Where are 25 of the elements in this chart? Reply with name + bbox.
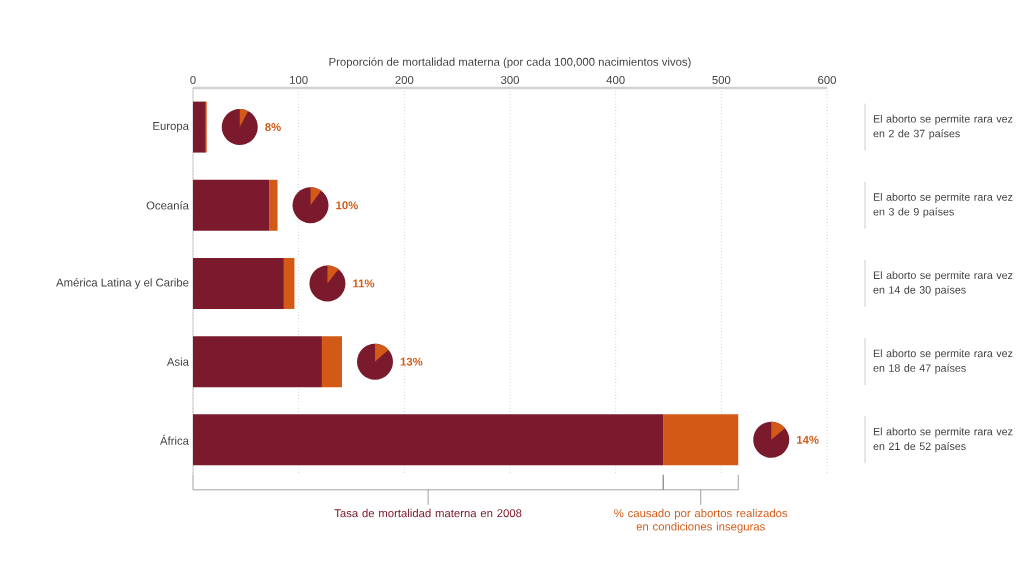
x-tick-label: 300 bbox=[500, 75, 520, 84]
y-tick-label: América Latina y el Caribe bbox=[56, 278, 189, 289]
y-tick-label: Asia bbox=[166, 357, 189, 366]
text: % causado por abortos realizados en condiciones inseguras bbox=[614, 508, 788, 533]
y-tick-label: África bbox=[160, 434, 189, 445]
text: El aborto se permite rara vez en 14 de 30 países bbox=[873, 271, 1013, 296]
text: El aborto se permite rara vez en 21 de 52 países bbox=[873, 427, 1013, 453]
annotation: 13% bbox=[400, 357, 423, 366]
annotation: 8% bbox=[265, 123, 281, 132]
x-tick-label: 400 bbox=[606, 75, 625, 84]
x-tick-label: 600 bbox=[818, 75, 837, 84]
x-tick-label: 100 bbox=[290, 75, 308, 84]
x-tick-label: 200 bbox=[395, 75, 414, 84]
annotation: 11% bbox=[353, 279, 375, 288]
x-tick-label: 0 bbox=[190, 75, 196, 84]
text: El aborto se permite rara vez en 2 de 37 países bbox=[873, 114, 1013, 140]
text: El aborto se permite rara vez en 3 de 9 países bbox=[873, 192, 1013, 218]
y-tick-label: Oceanía bbox=[146, 201, 189, 210]
x-tick-label: 500 bbox=[712, 75, 731, 84]
annotation: 10% bbox=[336, 201, 358, 210]
text: El aborto se permite rara vez en 18 de 47 países bbox=[873, 349, 1013, 374]
annotation: 14% bbox=[797, 435, 819, 444]
text: Tasa de mortalidad materna en 2008 bbox=[334, 508, 522, 518]
y-tick-label: Europa bbox=[153, 122, 189, 133]
x-axis-title: Proporción de mortalidad materna (por cada 100,000 nacimientos vivos) bbox=[329, 57, 691, 69]
